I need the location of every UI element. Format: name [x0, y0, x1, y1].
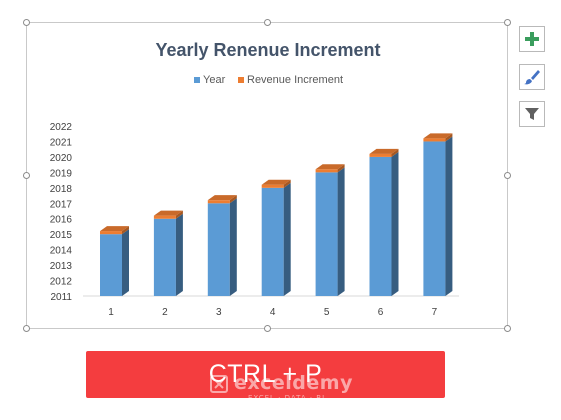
bar-year-side	[175, 213, 183, 296]
exceldemy-watermark: exceldemy EXCEL · DATA · BI	[210, 372, 355, 404]
bar-year-side	[391, 151, 399, 296]
bar-revenue-increment-side	[337, 164, 345, 173]
bar-revenue-increment-side	[122, 226, 129, 235]
bar-revenue-increment-top	[369, 148, 399, 154]
y-tick-label: 2012	[50, 277, 73, 288]
bar-revenue-increment-side	[391, 148, 399, 157]
x-tick-label: 7	[432, 307, 438, 318]
bar-revenue-increment-top	[153, 210, 183, 216]
bar-year-side	[283, 182, 291, 296]
bar-revenue-increment-top	[261, 179, 291, 185]
watermark-tagline: EXCEL · DATA · BI	[248, 394, 326, 402]
y-tick-label: 2020	[50, 153, 73, 164]
watermark-brand: exceldemy	[234, 372, 353, 394]
resize-handle-top-right[interactable]	[504, 19, 511, 26]
y-tick-label: 2015	[50, 230, 73, 241]
y-tick-label: 2014	[50, 246, 73, 257]
bar-revenue-increment-front	[153, 215, 176, 219]
legend-marker-revenue-increment	[238, 77, 244, 83]
legend-marker-year	[194, 77, 200, 83]
exceldemy-logo-icon	[210, 375, 228, 393]
chart-styles-button[interactable]	[519, 64, 545, 90]
bar-revenue-increment-top	[207, 195, 237, 201]
x-tick-label: 1	[108, 307, 114, 318]
bar-revenue-increment-front	[369, 153, 392, 157]
plus-icon	[525, 32, 539, 46]
resize-handle-top-middle[interactable]	[264, 19, 271, 26]
bar-year-front	[261, 187, 284, 296]
bar-revenue-increment-front	[100, 231, 122, 235]
bar-year-front	[100, 234, 122, 296]
chart-title: Yearly Renenue Increment	[155, 40, 380, 60]
y-tick-label: 2013	[50, 261, 73, 272]
bar-revenue-increment-side	[283, 179, 291, 188]
y-tick-label: 2019	[50, 168, 73, 179]
x-tick-label: 4	[270, 307, 276, 318]
y-tick-label: 2017	[50, 199, 73, 210]
bar-revenue-increment-front	[423, 138, 446, 142]
bar-year-front	[207, 203, 230, 296]
resize-handle-middle-right[interactable]	[504, 172, 511, 179]
bar-year-side	[122, 229, 129, 296]
resize-handle-bottom-left[interactable]	[23, 325, 30, 332]
bar-revenue-increment-front	[207, 200, 230, 204]
bar-year-side	[337, 167, 345, 296]
bar-revenue-increment-top	[315, 164, 345, 170]
chart-filters-button[interactable]	[519, 101, 545, 127]
x-tick-label: 6	[378, 307, 384, 318]
bar-year-side	[445, 136, 453, 296]
y-tick-label: 2018	[50, 184, 73, 195]
y-tick-label: 2022	[50, 122, 73, 133]
bar-revenue-increment-top	[423, 133, 453, 139]
filter-icon	[525, 108, 539, 120]
resize-handle-bottom-middle[interactable]	[264, 325, 271, 332]
y-tick-label: 2021	[50, 137, 73, 148]
bar-year-front	[315, 172, 338, 296]
x-tick-label: 3	[216, 307, 222, 318]
x-tick-label: 5	[324, 307, 330, 318]
brush-icon	[524, 70, 540, 85]
bar-year-side	[229, 198, 237, 296]
bar-revenue-increment-front	[315, 169, 338, 173]
y-tick-label: 2016	[50, 215, 73, 226]
legend-label-revenue-increment: Revenue Increment	[247, 74, 343, 86]
bar-year-front	[369, 156, 392, 296]
bar-revenue-increment-side	[229, 195, 237, 204]
ctrl-p-shortcut-button[interactable]: CTRL + P	[86, 351, 445, 398]
bar-year-front	[153, 218, 176, 296]
bar-revenue-increment-top	[100, 226, 129, 232]
bar-revenue-increment-front	[261, 184, 284, 188]
chart-canvas: Yearly Renenue Increment Year Revenue Incr…	[50, 40, 459, 318]
resize-handle-bottom-right[interactable]	[504, 325, 511, 332]
y-tick-label: 2011	[50, 292, 72, 303]
resize-handle-top-left[interactable]	[23, 19, 30, 26]
bar-revenue-increment-side	[175, 210, 183, 219]
chart-elements-button[interactable]	[519, 26, 545, 52]
bar-year-front	[423, 141, 446, 296]
chart-area[interactable]: Yearly Renenue Increment Year Revenue Incr…	[26, 22, 508, 329]
bar-revenue-increment-side	[445, 133, 453, 142]
resize-handle-middle-left[interactable]	[23, 172, 30, 179]
x-tick-label: 2	[162, 307, 168, 318]
legend-label-year: Year	[203, 74, 226, 86]
